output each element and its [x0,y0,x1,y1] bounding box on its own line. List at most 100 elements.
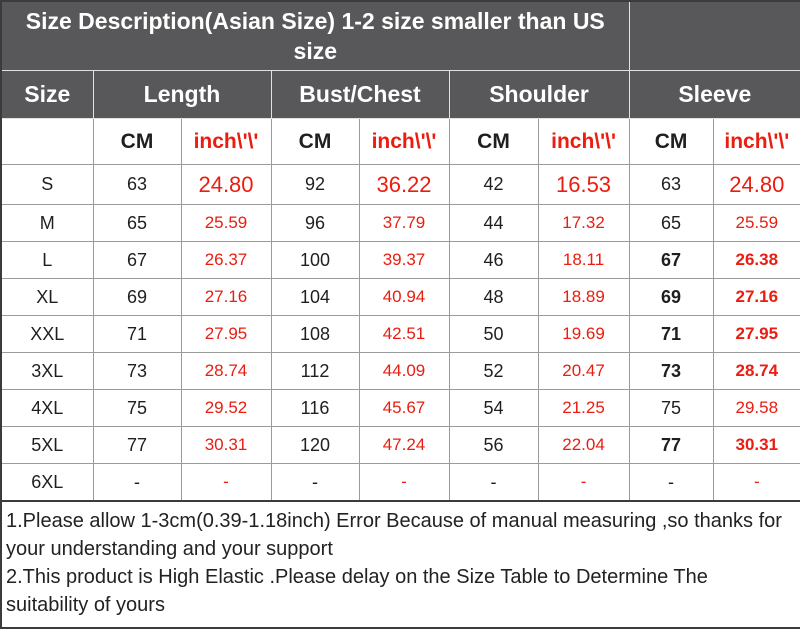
cell: 24.80 [712,164,800,205]
col-header-bust-chest: Bust/Chest [270,70,450,119]
cell: - [180,463,272,502]
cell: 44.09 [358,352,450,390]
cell: 56 [448,426,539,464]
cell: 67 [92,241,182,279]
cell: 27.95 [712,315,800,353]
cell: 20.47 [537,352,630,390]
cell: - [92,463,182,502]
cell: 112 [270,352,360,390]
unit-header-inch: inch\'\' [537,118,630,165]
cell: 67 [628,241,714,279]
cell: 45.67 [358,389,450,427]
notes-row: 1.Please allow 1-3cm(0.39-1.18inch) Erro… [0,500,800,629]
cell: 42 [448,164,539,205]
cell: 75 [92,389,182,427]
size-label: 3XL [0,352,94,390]
cell: 77 [628,426,714,464]
cell: 24.80 [180,164,272,205]
size-label: M [0,204,94,242]
cell: 52 [448,352,539,390]
unit-header-inch: inch\'\' [180,118,272,165]
column-header-row: Size Length Bust/Chest Shoulder Sleeve [0,70,800,119]
note-line-1: 1.Please allow 1-3cm(0.39-1.18inch) Erro… [6,510,782,560]
unit-header-inch: inch\'\' [358,118,450,165]
cell: 47.24 [358,426,450,464]
table-row-l: L 67 26.37 100 39.37 46 18.11 67 26.38 [0,241,800,279]
cell: 37.79 [358,204,450,242]
cell: 29.58 [712,389,800,427]
cell: 17.32 [537,204,630,242]
unit-header-cm: CM [448,118,539,165]
page-title: Size Description(Asian Size) 1-2 size sm… [0,0,630,71]
size-label: 6XL [0,463,94,502]
cell: 92 [270,164,360,205]
size-label: 4XL [0,389,94,427]
cell: 108 [270,315,360,353]
cell: 26.38 [712,241,800,279]
cell: 30.31 [712,426,800,464]
cell: 48 [448,278,539,316]
cell: 46 [448,241,539,279]
cell: 71 [92,315,182,353]
cell: 77 [92,426,182,464]
cell: 54 [448,389,539,427]
cell: 28.74 [180,352,272,390]
col-header-shoulder: Shoulder [448,70,630,119]
col-header-length: Length [92,70,272,119]
cell: 27.16 [712,278,800,316]
unit-header-cm: CM [270,118,360,165]
notes-cell: 1.Please allow 1-3cm(0.39-1.18inch) Erro… [0,500,800,629]
table-row-3xl: 3XL 73 28.74 112 44.09 52 20.47 73 28.74 [0,352,800,390]
cell: 71 [628,315,714,353]
cell: 18.11 [537,241,630,279]
cell: 65 [628,204,714,242]
cell: 36.22 [358,164,450,205]
cell: 39.37 [358,241,450,279]
cell: - [628,463,714,502]
cell: 120 [270,426,360,464]
cell: 21.25 [537,389,630,427]
cell: - [358,463,450,502]
size-label: L [0,241,94,279]
cell: 29.52 [180,389,272,427]
cell: 40.94 [358,278,450,316]
unit-header-cm: CM [92,118,182,165]
unit-header-inch: inch\'\' [712,118,800,165]
cell: 42.51 [358,315,450,353]
cell: 44 [448,204,539,242]
size-label: XXL [0,315,94,353]
cell: 65 [92,204,182,242]
cell: 63 [92,164,182,205]
table-row-xxl: XXL 71 27.95 108 42.51 50 19.69 71 27.95 [0,315,800,353]
cell: 26.37 [180,241,272,279]
cell: 28.74 [712,352,800,390]
cell: 69 [92,278,182,316]
cell: 75 [628,389,714,427]
size-label: 5XL [0,426,94,464]
cell: - [448,463,539,502]
size-label: S [0,164,94,205]
table-row-s: S 63 24.80 92 36.22 42 16.53 63 24.80 [0,164,800,205]
cell: 100 [270,241,360,279]
cell: 50 [448,315,539,353]
cell: 22.04 [537,426,630,464]
title-spacer-cell [628,0,800,71]
cell: 27.16 [180,278,272,316]
cell: 19.69 [537,315,630,353]
cell: 96 [270,204,360,242]
cell: 63 [628,164,714,205]
table-row-6xl: 6XL - - - - - - - - [0,463,800,502]
unit-header-cm: CM [628,118,714,165]
table-row-5xl: 5XL 77 30.31 120 47.24 56 22.04 77 30.31 [0,426,800,464]
cell: 116 [270,389,360,427]
units-header-row: CM inch\'\' CM inch\'\' CM inch\'\' CM i… [0,118,800,165]
cell: 30.31 [180,426,272,464]
table-row-xl: XL 69 27.16 104 40.94 48 18.89 69 27.16 [0,278,800,316]
table-row-m: M 65 25.59 96 37.79 44 17.32 65 25.59 [0,204,800,242]
title-row: Size Description(Asian Size) 1-2 size sm… [0,0,800,71]
size-label: XL [0,278,94,316]
cell: 69 [628,278,714,316]
cell: - [712,463,800,502]
cell: 27.95 [180,315,272,353]
